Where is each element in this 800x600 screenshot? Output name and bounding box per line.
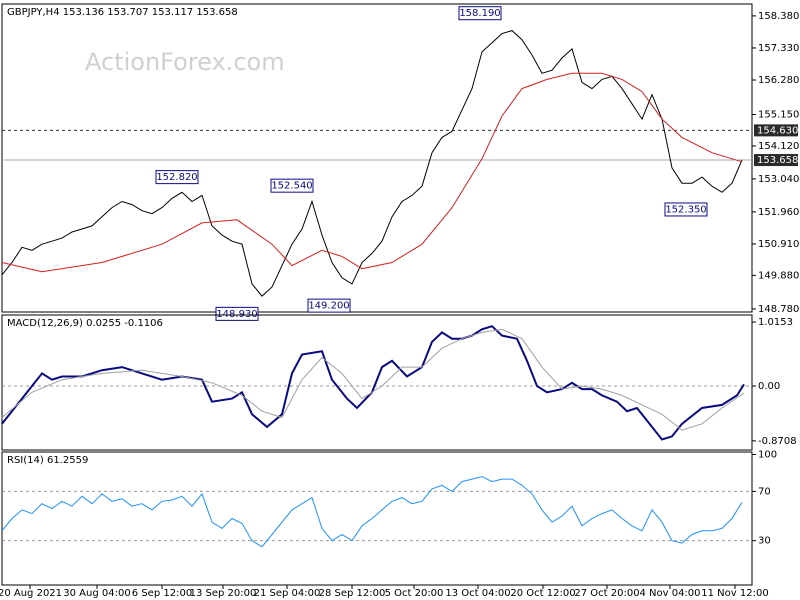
series-line: [1, 72, 743, 273]
x-tick-label: 13 Oct 04:00: [445, 588, 510, 599]
watermark: ActionForex.com: [85, 48, 285, 76]
annotation-box: [307, 298, 351, 313]
panel-frame: [1, 451, 753, 586]
y-tick-label: 1.0153: [758, 317, 793, 328]
annotation-label: 152.820: [156, 172, 197, 183]
x-tick-label: 5 Oct 20:00: [385, 588, 444, 599]
annotation-label: 148.930: [216, 309, 257, 320]
x-tick-label: 27 Oct 20:00: [574, 588, 639, 599]
y-tick-label: 158.380: [758, 11, 799, 22]
y-tick-label: 154.120: [758, 141, 799, 152]
annotation-label: 158.190: [459, 8, 500, 19]
y-tick-label: 70: [758, 486, 771, 497]
panel-frame: [1, 314, 753, 451]
annotation-box: [215, 306, 259, 321]
series-line: [1, 328, 745, 431]
y-tick-label: 155.150: [758, 110, 799, 121]
panel-title: MACD(12,26,9) 0.0255 -0.1106: [7, 318, 163, 329]
x-tick-label: 30 Aug 04:00: [63, 588, 130, 599]
series-line: [1, 476, 743, 548]
y-tick-label: 30: [758, 536, 771, 547]
y-tick-label: 150.910: [758, 239, 799, 250]
x-tick-label: 20 Aug 2021: [0, 588, 62, 599]
annotation-box: [155, 170, 199, 185]
y-tick-label: 157.330: [758, 43, 799, 54]
annotation-box: [270, 178, 314, 193]
y-tick-label: 100: [758, 449, 777, 460]
x-tick-label: 11 Nov 12:00: [701, 588, 768, 599]
x-tick-label: 21 Sep 04:00: [254, 588, 321, 599]
y-tick-label: 153.040: [758, 174, 799, 185]
y-tick-label: 148.780: [758, 304, 799, 315]
panel-title: RSI(14) 61.2559: [7, 455, 88, 466]
annotation-label: 152.350: [665, 204, 706, 215]
x-tick-label: 28 Sep 12:00: [319, 588, 386, 599]
x-tick-label: 20 Oct 12:00: [510, 588, 575, 599]
y-tick-label: -0.8708: [758, 436, 797, 447]
x-tick-label: 6 Sep 12:00: [132, 588, 192, 599]
reference-label-box: [754, 124, 798, 137]
y-tick-label: 0.00: [758, 381, 780, 392]
reference-label: 154.630: [757, 125, 798, 136]
annotation-box: [664, 202, 708, 217]
annotation-label: 152.540: [271, 181, 312, 192]
y-tick-label: 151.960: [758, 207, 799, 218]
series-line: [1, 30, 743, 297]
y-tick-label: 149.880: [758, 270, 799, 281]
reference-label-box: [754, 154, 798, 167]
y-tick-label: 156.280: [758, 75, 799, 86]
panel-title: GBPJPY,H4 153.136 153.707 153.117 153.65…: [7, 7, 238, 18]
x-tick-label: 13 Sep 20:00: [190, 588, 257, 599]
x-tick-label: 4 Nov 04:00: [639, 588, 700, 599]
annotation-label: 149.200: [308, 301, 349, 312]
reference-label: 153.658: [757, 155, 798, 166]
panel-frame: [1, 3, 753, 313]
annotation-box: [458, 6, 502, 21]
